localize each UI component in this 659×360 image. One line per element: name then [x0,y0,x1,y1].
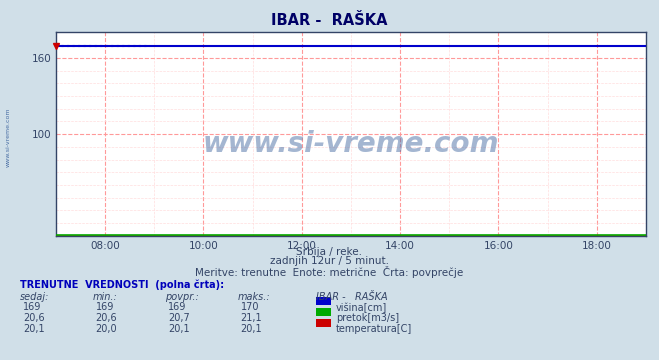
Text: sedaj:: sedaj: [20,292,49,302]
Text: 20,7: 20,7 [168,313,190,323]
Text: Meritve: trenutne  Enote: metrične  Črta: povprečje: Meritve: trenutne Enote: metrične Črta: … [195,266,464,278]
Text: 20,6: 20,6 [23,313,45,323]
Text: 20,6: 20,6 [96,313,117,323]
Text: 170: 170 [241,302,259,312]
Text: temperatura[C]: temperatura[C] [336,324,413,334]
Text: 169: 169 [168,302,186,312]
Text: 20,1: 20,1 [241,324,262,334]
Text: 20,1: 20,1 [168,324,190,334]
Text: povpr.:: povpr.: [165,292,198,302]
Text: min.:: min.: [92,292,117,302]
Text: IBAR -   RAŠKA: IBAR - RAŠKA [316,292,388,302]
Text: 20,0: 20,0 [96,324,117,334]
Text: www.si-vreme.com: www.si-vreme.com [5,107,11,167]
Text: www.si-vreme.com: www.si-vreme.com [203,130,499,158]
Text: Srbija / reke.: Srbija / reke. [297,247,362,257]
Text: 169: 169 [96,302,114,312]
Text: IBAR -  RAŠKA: IBAR - RAŠKA [272,13,387,28]
Text: TRENUTNE  VREDNOSTI  (polna črta):: TRENUTNE VREDNOSTI (polna črta): [20,279,224,289]
Text: pretok[m3/s]: pretok[m3/s] [336,313,399,323]
Text: višina[cm]: višina[cm] [336,302,387,313]
Text: 21,1: 21,1 [241,313,262,323]
Text: 169: 169 [23,302,42,312]
Text: maks.:: maks.: [237,292,270,302]
Text: 20,1: 20,1 [23,324,45,334]
Text: zadnjih 12ur / 5 minut.: zadnjih 12ur / 5 minut. [270,256,389,266]
